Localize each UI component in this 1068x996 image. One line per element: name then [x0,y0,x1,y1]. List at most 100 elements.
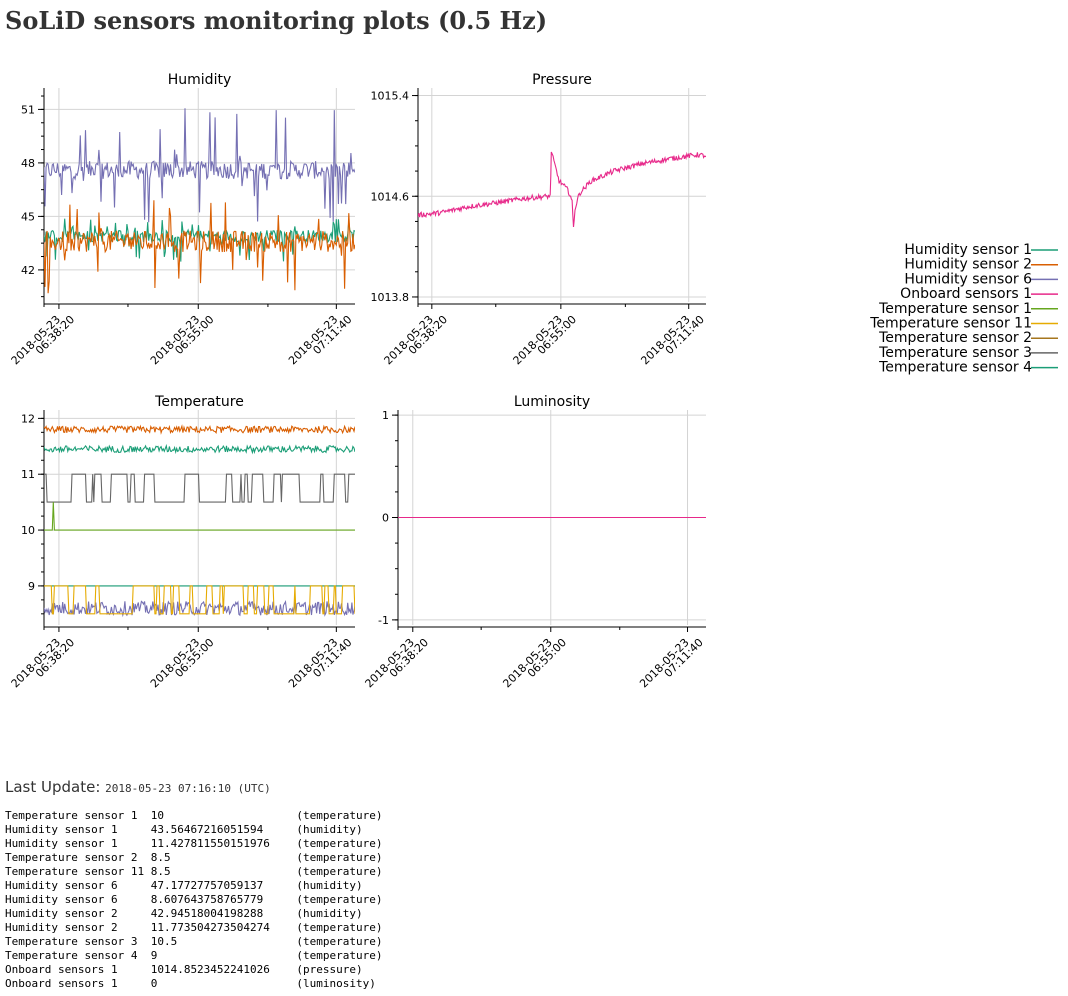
reading-sensor: Humidity sensor 1 [5,837,151,850]
reading-sensor: Temperature sensor 1 [5,809,151,822]
reading-kind: (temperature) [296,893,383,906]
reading-value: 8.5 [150,865,297,878]
last-update-label: Last Update: [5,778,101,796]
reading-sensor: Humidity sensor 1 [5,823,151,836]
y-tick-label: 48 [21,157,35,170]
y-tick-label: 1013.8 [371,291,410,304]
reading-kind: (humidity) [296,907,363,920]
legend-label: Onboard sensors 1 [900,286,1032,302]
reading-row: Onboard sensors 1 1014.8523452241026 (pr… [5,963,383,977]
y-tick-label: 12 [21,412,35,425]
reading-sensor: Onboard sensors 1 [5,977,151,990]
last-update-value: 2018-05-23 07:16:10 (UTC) [105,782,271,795]
series-line-humidity-sensor-6 [44,108,355,223]
chart-title: Temperature [154,394,244,410]
series-line-temperature-sensor-11 [44,585,355,615]
legend-label: Temperature sensor 11 [869,316,1032,332]
readings-list: Temperature sensor 1 10 (temperature) Hum… [5,809,383,991]
reading-sensor: Humidity sensor 6 [5,879,151,892]
reading-kind: (pressure) [296,963,363,976]
series-line-humidity-sensor-1 [44,443,355,455]
reading-row: Humidity sensor 2 42.94518004198288 (hum… [5,907,383,921]
reading-sensor: Temperature sensor 3 [5,935,151,948]
reading-row: Temperature sensor 2 8.5 (temperature) [5,851,383,865]
legend-label: Temperature sensor 3 [878,345,1032,361]
y-tick-label: 0 [382,512,389,525]
y-tick-label: 11 [21,468,35,481]
reading-value: 11.427811550151976 [150,837,297,850]
series-line-humidity-sensor-2 [44,200,355,294]
y-tick-label: 1014.6 [371,190,410,203]
reading-sensor: Humidity sensor 2 [5,907,151,920]
legend-label: Humidity sensor 2 [904,257,1032,273]
y-tick-label: 9 [28,580,35,593]
y-tick-label: -1 [378,614,389,627]
series-group [44,108,355,294]
y-tick-label: 45 [21,210,35,223]
reading-kind: (temperature) [296,809,383,822]
reading-row: Humidity sensor 6 47.17727757059137 (hum… [5,879,383,893]
reading-kind: (temperature) [296,921,383,934]
legend-label: Humidity sensor 1 [904,242,1032,258]
reading-sensor: Humidity sensor 6 [5,893,151,906]
series-line-temperature-sensor-1 [44,502,355,531]
y-tick-label: 10 [21,524,35,537]
reading-sensor: Humidity sensor 2 [5,921,151,934]
reading-sensor: Temperature sensor 4 [5,949,151,962]
legend-label: Temperature sensor 4 [878,360,1032,376]
reading-row: Onboard sensors 1 0 (luminosity) [5,977,383,991]
reading-kind: (humidity) [296,879,363,892]
y-tick-label: 1 [382,409,389,422]
y-tick-label: 1015.4 [371,90,410,103]
chart-title: Pressure [532,72,592,88]
reading-value: 8.5 [150,851,297,864]
y-tick-label: 51 [21,103,35,116]
reading-kind: (luminosity) [296,977,376,990]
reading-kind: (temperature) [296,949,383,962]
reading-sensor: Temperature sensor 2 [5,851,151,864]
reading-kind: (temperature) [296,865,383,878]
reading-value: 1014.8523452241026 [150,963,297,976]
reading-value: 0 [150,977,297,990]
reading-row: Humidity sensor 1 11.427811550151976 (te… [5,837,383,851]
reading-row: Humidity sensor 6 8.607643758765779 (tem… [5,893,383,907]
reading-value: 10.5 [150,935,297,948]
reading-row: Humidity sensor 1 43.56467216051594 (hum… [5,823,383,837]
reading-kind: (temperature) [296,935,383,948]
chart-pressure: Pressure 1013.8 1014.6 1015.4 2018-05-2306:3… [371,72,707,367]
reading-sensor: Temperature sensor 11 [5,865,151,878]
reading-kind: (humidity) [296,823,363,836]
legend-label: Temperature sensor 1 [878,301,1032,317]
legend-label: Temperature sensor 2 [878,330,1032,346]
y-tick-label: 42 [21,264,35,277]
chart-title: Luminosity [514,394,590,410]
last-update: Last Update: 2018-05-23 07:16:10 (UTC) [5,778,271,796]
reading-value: 47.17727757059137 [150,879,297,892]
series-line-humidity-sensor-2 [44,424,355,435]
reading-row: Temperature sensor 4 9 (temperature) [5,949,383,963]
reading-row: Temperature sensor 1 10 (temperature) [5,809,383,823]
series-line-onboard-sensors-1 [418,151,706,228]
reading-value: 43.56467216051594 [150,823,297,836]
reading-row: Temperature sensor 3 10.5 (temperature) [5,935,383,949]
legend-label: Humidity sensor 6 [904,271,1032,287]
reading-value: 10 [150,809,297,822]
series-group [418,151,706,228]
reading-value: 9 [150,949,297,962]
reading-sensor: Onboard sensors 1 [5,963,151,976]
reading-value: 8.607643758765779 [150,893,297,906]
